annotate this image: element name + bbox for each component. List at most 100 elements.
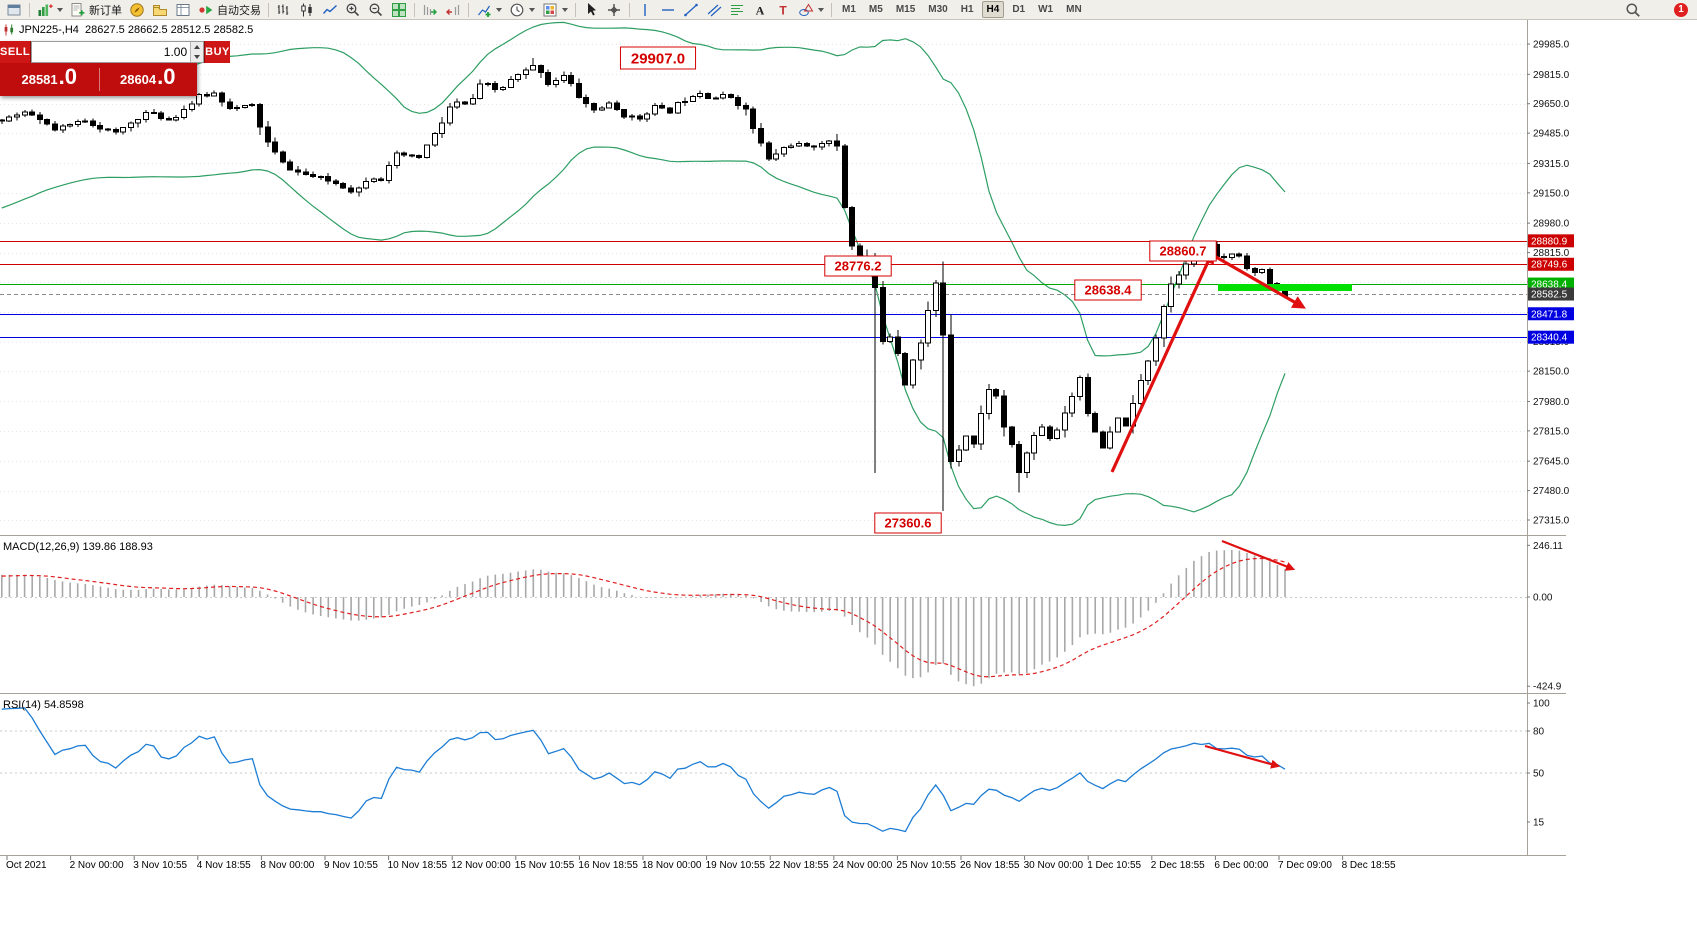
new-chart-button[interactable] — [34, 1, 66, 19]
toolbar-separator — [268, 2, 269, 17]
arrow-label-button[interactable]: T — [772, 1, 794, 19]
fibonacci-button[interactable] — [726, 1, 748, 19]
chart-window: 29907.0 28776.2 28860.7 28638.4 27360.6 29985… — [0, 20, 1697, 940]
add-indicator-icon — [478, 5, 491, 17]
svg-text:28340.4: 28340.4 — [1531, 333, 1568, 344]
compass-icon — [130, 2, 144, 17]
timeframe-button-m5[interactable]: M5 — [868, 4, 883, 15]
price-divider — [98, 68, 100, 91]
timeframe-button-m15[interactable]: M15 — [895, 4, 916, 15]
axis-price-tag — [1528, 330, 1574, 344]
toolbar-separator — [468, 2, 469, 17]
svg-text:24 Nov 00:00: 24 Nov 00:00 — [833, 860, 893, 871]
dropdown-caret-icon — [57, 7, 63, 12]
timeframe-button-m30[interactable]: M30 — [928, 4, 948, 15]
text-button[interactable]: A — [749, 1, 771, 19]
autotrading-button[interactable]: 自动交易 — [195, 1, 264, 19]
axis-price-tag — [1528, 234, 1574, 248]
search-button[interactable] — [1622, 1, 1644, 19]
svg-text:9 Nov 10:55: 9 Nov 10:55 — [324, 860, 378, 871]
crosshair-button[interactable] — [603, 1, 625, 19]
new-order-button[interactable]: 新订单 — [67, 1, 125, 19]
price-callout-labels[interactable]: 29907.0 28776.2 28860.7 28638.4 27360.6 — [619, 46, 1217, 534]
vertical-line-button[interactable] — [634, 1, 656, 19]
notification-badge[interactable]: 1 — [1674, 2, 1688, 17]
volume-increase-button[interactable] — [191, 42, 204, 52]
data-window-button[interactable] — [172, 1, 194, 19]
svg-text:29150.0: 29150.0 — [1533, 188, 1570, 199]
trend-arrow — [1110, 249, 1214, 473]
horizontal-line-button[interactable] — [657, 1, 679, 19]
templates-button[interactable] — [539, 1, 571, 19]
trendline-icon — [684, 3, 698, 16]
timeframe-button-w1[interactable]: W1 — [1038, 4, 1054, 15]
callout-box — [874, 512, 942, 534]
svg-text:25 Nov 10:55: 25 Nov 10:55 — [896, 860, 956, 871]
svg-text:T: T — [779, 3, 787, 17]
shapes-button[interactable] — [795, 1, 827, 19]
sell-price-display[interactable]: 28581.0 — [0, 63, 99, 96]
callout-box — [619, 46, 697, 70]
toolbar-separator — [414, 2, 415, 17]
time-axis[interactable]: Oct 2021 2 Nov 00:00 3 Nov 10:55 4 Nov 18:5… — [6, 856, 1396, 871]
svg-text:10 Nov 18:55: 10 Nov 18:55 — [388, 860, 448, 871]
toolbar-separator — [831, 2, 832, 17]
timeframe-button-mn[interactable]: MN — [1066, 4, 1082, 15]
timeframe-button-h4[interactable]: H4 — [981, 1, 1005, 18]
svg-text:100: 100 — [1533, 699, 1550, 710]
chart-shift-button[interactable] — [442, 1, 464, 19]
buy-price-display[interactable]: 28604.0 — [99, 63, 198, 96]
rsi-axis: 100 80 50 15 RSI(14) 54.8598 — [3, 699, 1550, 829]
volume-stepper — [190, 42, 204, 62]
tile-windows-button[interactable] — [388, 1, 410, 19]
volume-input[interactable] — [32, 42, 191, 62]
trendline-button[interactable] — [680, 1, 702, 19]
zoom-in-icon — [346, 3, 360, 16]
shapes-icon — [799, 3, 814, 16]
axis-price-tag — [1528, 257, 1574, 271]
dropdown-caret-icon — [818, 7, 824, 12]
periods-icon — [510, 3, 524, 16]
profiles-button[interactable] — [149, 1, 171, 19]
timeframe-button-h1[interactable]: H1 — [960, 4, 974, 15]
svg-text:30 Nov 00:00: 30 Nov 00:00 — [1024, 860, 1084, 871]
chart-canvas[interactable]: 29907.0 28776.2 28860.7 28638.4 27360.6 29985… — [0, 20, 1697, 940]
toolbar-separator — [29, 2, 30, 17]
annotation-arrows[interactable] — [1110, 249, 1306, 769]
rsi-indicator-pane[interactable] — [0, 707, 1527, 833]
new-chart-icon — [38, 4, 53, 16]
support-highlight-bar[interactable] — [1218, 284, 1352, 291]
compass-button[interactable] — [126, 1, 148, 19]
channel-button[interactable] — [703, 1, 725, 19]
candlestick-mode-button[interactable] — [296, 1, 318, 19]
zoom-in-button[interactable] — [342, 1, 364, 19]
add-indicator-button[interactable] — [473, 1, 505, 19]
timeframe-button-m1[interactable]: M1 — [842, 4, 856, 15]
sell-price-big-digits: .0 — [58, 64, 77, 89]
auto-scroll-button[interactable] — [419, 1, 441, 19]
periods-button[interactable] — [506, 1, 538, 19]
timeframe-button-d1[interactable]: D1 — [1012, 4, 1026, 15]
window-menu-button[interactable] — [3, 1, 25, 19]
line-chart-mode-button[interactable] — [319, 1, 341, 19]
cursor-button[interactable] — [580, 1, 602, 19]
macd-indicator-pane[interactable] — [0, 550, 1527, 687]
svg-text:28749.6: 28749.6 — [1531, 260, 1568, 271]
price-axis[interactable]: 29985.0 29815.0 29650.0 29485.0 29315.0 29150… — [1527, 40, 1574, 527]
cursor-icon — [588, 2, 596, 15]
volume-decrease-button[interactable] — [191, 52, 204, 62]
horizontal-line-icon — [662, 8, 674, 11]
svg-text:-424.9: -424.9 — [1533, 682, 1562, 693]
svg-text:29315.0: 29315.0 — [1533, 159, 1570, 170]
zoom-out-button[interactable] — [365, 1, 387, 19]
autotrading-icon — [199, 5, 213, 14]
svg-text:2 Nov 00:00: 2 Nov 00:00 — [70, 860, 124, 871]
macd-axis: 246.11 0.00 -424.9 MACD(12,26,9) 139.86 188… — [3, 541, 1563, 693]
bar-chart-mode-button[interactable] — [273, 1, 295, 19]
svg-text:28582.5: 28582.5 — [1531, 290, 1568, 301]
svg-text:22 Nov 18:55: 22 Nov 18:55 — [769, 860, 829, 871]
sell-button[interactable]: SELL — [0, 41, 32, 63]
axis-price-tag — [1528, 307, 1574, 321]
svg-text:29985.0: 29985.0 — [1533, 40, 1570, 51]
buy-button[interactable]: BUY — [204, 41, 230, 63]
